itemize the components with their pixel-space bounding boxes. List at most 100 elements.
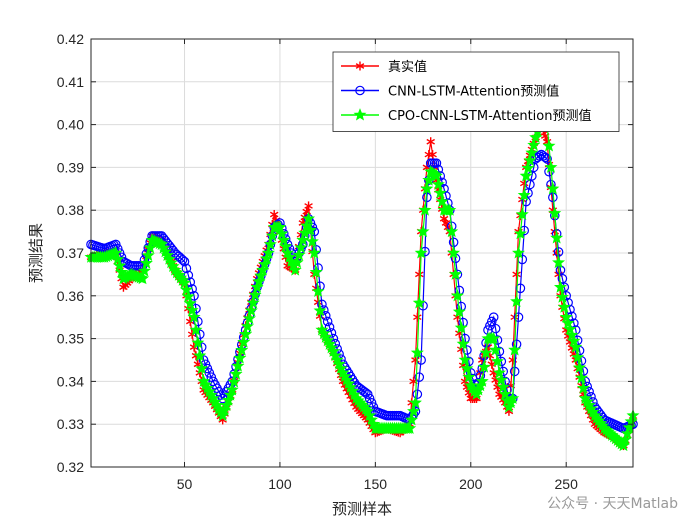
data-point	[178, 276, 192, 289]
data-point	[563, 322, 577, 335]
data-point	[292, 248, 306, 261]
x-tick-label: 100	[268, 476, 292, 492]
watermark-text: 公众号 · 天天Matlab	[547, 496, 678, 512]
data-point	[479, 346, 493, 359]
data-point	[189, 323, 203, 336]
data-point	[410, 346, 424, 359]
y-tick-label: 0.40	[57, 117, 84, 133]
data-point	[546, 181, 560, 195]
data-point	[246, 296, 260, 309]
data-point	[408, 395, 422, 409]
data-point	[512, 246, 525, 259]
y-tick-label: 0.41	[57, 74, 84, 90]
data-point	[496, 380, 510, 393]
asterisk-stroke	[428, 151, 437, 158]
data-point	[248, 288, 262, 301]
data-point	[489, 343, 503, 356]
x-tick-label: 150	[364, 476, 388, 492]
data-point	[241, 319, 254, 332]
data-point	[561, 316, 575, 329]
data-point	[573, 360, 587, 374]
data-point	[557, 300, 571, 313]
data-point	[269, 209, 279, 219]
series-2	[86, 149, 638, 434]
data-point	[296, 233, 310, 246]
data-point	[477, 360, 491, 373]
data-point	[235, 343, 249, 356]
asterisk-stroke	[552, 250, 561, 256]
data-point	[542, 139, 556, 152]
data-point	[136, 271, 150, 285]
data-point	[512, 269, 521, 279]
data-point	[460, 361, 474, 375]
y-tick-label: 0.35	[57, 331, 84, 347]
data-point	[261, 246, 275, 259]
data-point	[490, 323, 501, 334]
data-point	[515, 283, 526, 294]
data-point	[449, 267, 463, 280]
data-point	[456, 337, 470, 350]
data-point	[181, 263, 192, 274]
x-tick-label: 50	[177, 476, 193, 492]
data-point	[412, 296, 426, 309]
data-point	[265, 229, 279, 242]
data-point	[569, 340, 583, 353]
data-point	[231, 359, 245, 372]
data-point	[320, 310, 331, 321]
x-tick-label: 200	[459, 476, 483, 492]
y-tick-label: 0.38	[57, 202, 84, 218]
asterisk-stroke	[414, 271, 424, 278]
data-point	[137, 264, 151, 277]
series-3	[84, 113, 640, 452]
data-point	[187, 310, 201, 323]
data-point	[523, 153, 537, 167]
data-point	[418, 203, 432, 216]
legend-entry: CPO-CNN-LSTM-Attention预测值	[341, 108, 591, 124]
y-tick-label: 0.32	[57, 459, 84, 475]
data-point	[177, 255, 188, 265]
y-tick-label: 0.36	[57, 288, 84, 304]
legend-label: 真实值	[388, 59, 427, 75]
data-point	[183, 296, 197, 310]
data-point	[548, 206, 562, 219]
ticks: 50 100 150 200 250 0.32 0.33 0.34 0.35 0.36 0.37 0.…	[27, 31, 633, 518]
data-point	[513, 312, 524, 322]
data-point	[458, 353, 472, 366]
data-point	[237, 335, 251, 348]
data-point	[509, 366, 520, 377]
data-point	[305, 234, 319, 248]
data-point	[183, 270, 194, 281]
y-tick-label: 0.34	[57, 373, 84, 389]
data-point	[492, 366, 506, 379]
data-point	[431, 177, 445, 191]
data-point	[429, 169, 443, 182]
data-point	[452, 305, 466, 318]
data-point	[179, 256, 190, 267]
data-point	[206, 372, 217, 382]
data-point	[244, 303, 258, 317]
data-point	[488, 312, 499, 322]
x-axis-label: 预测样本	[332, 500, 392, 518]
legend-label: CNN-LSTM-Attention预测值	[388, 84, 559, 100]
data-point	[443, 203, 457, 216]
asterisk-stroke	[441, 220, 451, 226]
data-point	[412, 389, 423, 400]
data-point	[290, 255, 304, 269]
data-point	[513, 226, 527, 240]
asterisk-stroke	[542, 138, 552, 145]
data-point	[571, 350, 585, 363]
asterisk-stroke	[512, 271, 521, 278]
x-tick-label: 250	[555, 476, 579, 492]
data-point	[263, 237, 277, 250]
data-point	[550, 231, 564, 244]
legend-marker	[355, 61, 365, 71]
data-point	[311, 284, 325, 298]
data-point	[491, 354, 504, 367]
data-point	[195, 361, 209, 375]
data-point	[403, 421, 417, 434]
y-tick-label: 0.39	[57, 159, 84, 175]
asterisk-stroke	[304, 203, 313, 209]
data-point	[414, 246, 428, 259]
data-point	[540, 152, 551, 163]
